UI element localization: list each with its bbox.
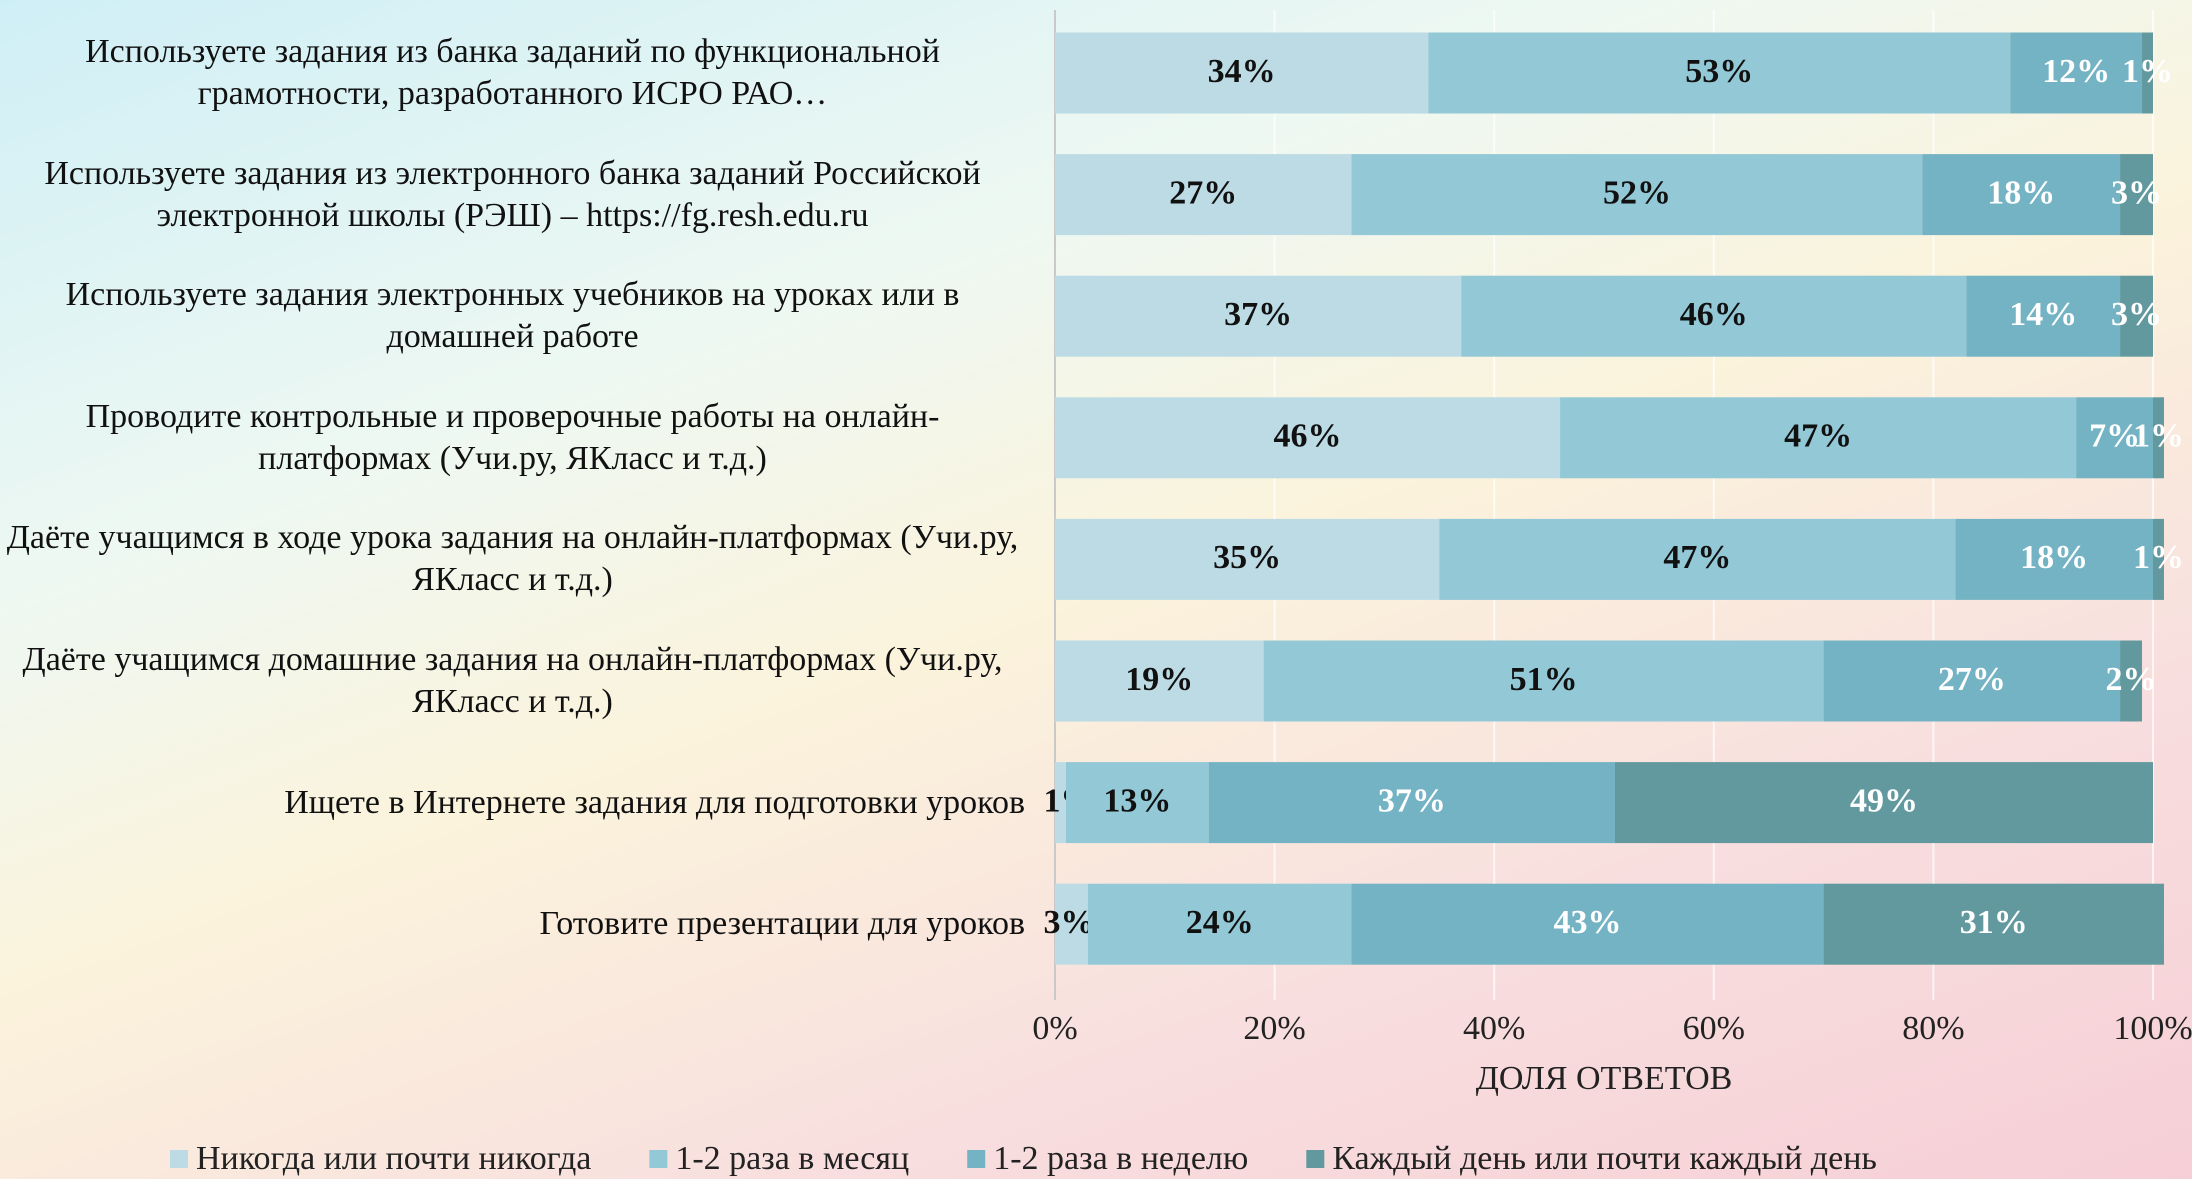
- bar-segment: [2153, 397, 2164, 479]
- category-text: Готовите презентации для уроков: [539, 905, 1025, 943]
- legend-label: 1-2 раза в неделю: [993, 1140, 1248, 1177]
- data-label: 37%: [1378, 782, 1446, 819]
- bar-segment: [2120, 154, 2153, 236]
- data-label: 1%: [2133, 418, 2184, 455]
- bar-segment: [1208, 762, 1615, 844]
- category-text: Ищете в Интернете задания для подготовки…: [284, 783, 1025, 821]
- legend-label: 1-2 раза в месяц: [675, 1140, 909, 1177]
- data-label: 13%: [1103, 782, 1171, 819]
- bar-segment: [1263, 640, 1824, 722]
- bar-segment: [1823, 640, 2121, 722]
- bar-segment: [1966, 275, 2121, 357]
- category-label: Готовите презентации для уроков: [0, 903, 1025, 945]
- legend-label: Никогда или почти никогда: [196, 1140, 591, 1177]
- category-text: Проводите контрольные и проверочные рабо…: [85, 397, 940, 477]
- data-label: 37%: [1224, 296, 1292, 333]
- bar-segment: [1087, 883, 1352, 965]
- data-label: 35%: [1213, 539, 1281, 576]
- category-text: Даёте учащимся домашние задания на онлай…: [22, 641, 1003, 720]
- category-label: Даёте учащимся в ходе урока задания на о…: [0, 517, 1025, 601]
- data-label: 47%: [1663, 539, 1731, 576]
- data-label: 2%: [2106, 661, 2157, 698]
- data-label: 14%: [2009, 296, 2077, 333]
- data-label: 49%: [1850, 782, 1918, 819]
- legend-swatch: [649, 1150, 668, 1168]
- data-label: 47%: [1784, 418, 1852, 455]
- data-label: 46%: [1274, 418, 1342, 455]
- data-label: 31%: [1960, 904, 2028, 941]
- bar-segment: [1055, 883, 1088, 965]
- data-label: 18%: [1987, 174, 2055, 211]
- data-label: 12%: [2042, 53, 2110, 90]
- data-label: 3%: [1044, 904, 1095, 941]
- bar-segment: [1055, 32, 1429, 114]
- data-label: 34%: [1208, 53, 1276, 90]
- legend-label: Каждый день или почти каждый день: [1332, 1140, 1877, 1177]
- category-label: Проводите контрольные и проверочные рабо…: [0, 396, 1025, 480]
- bar-segment: [1055, 640, 1264, 722]
- data-label: 3%: [2111, 174, 2162, 211]
- data-label: 1%: [2122, 53, 2173, 90]
- data-label: 24%: [1186, 904, 1254, 941]
- category-label: Ищете в Интернете задания для подготовки…: [0, 782, 1025, 824]
- x-axis-title: ДОЛЯ ОТВЕТОВ: [1476, 1060, 1733, 1097]
- bar-segment: [2076, 397, 2153, 479]
- data-label: 19%: [1125, 661, 1193, 698]
- data-label: 53%: [1685, 53, 1753, 90]
- legend-swatch: [967, 1150, 986, 1168]
- bar-segment: [1055, 518, 1440, 600]
- bar-segment: [1560, 397, 2077, 479]
- bar-segment: [2120, 275, 2153, 357]
- bar-segment: [1823, 883, 2164, 965]
- bar-segment: [1055, 397, 1561, 479]
- data-label: 27%: [1169, 174, 1237, 211]
- category-label: Используете задания из электронного банк…: [0, 153, 1025, 237]
- bar-segment: [1351, 154, 1923, 236]
- data-label: 46%: [1680, 296, 1748, 333]
- legend-swatch: [170, 1150, 188, 1168]
- x-tick-label: 80%: [1902, 1010, 1964, 1047]
- bar-segment: [1065, 762, 1209, 844]
- data-label: 7%: [2089, 418, 2140, 455]
- bar-segment: [2120, 640, 2143, 722]
- bar-segment: [2010, 32, 2143, 114]
- data-label: 51%: [1510, 661, 1578, 698]
- data-label: 3%: [2111, 296, 2162, 333]
- bar-segment: [2153, 518, 2164, 600]
- category-label: Используете задания электронных учебнико…: [0, 274, 1025, 358]
- bar-segment: [1428, 32, 2011, 114]
- category-label: Используете задания из банка заданий по …: [0, 31, 1025, 115]
- bar-segment: [1055, 762, 1066, 844]
- bar-segment: [1351, 883, 1824, 965]
- bar-segment: [1055, 154, 1352, 236]
- x-tick-label: 0%: [1032, 1010, 1077, 1047]
- bar-segment: [1614, 762, 2153, 844]
- bar-segment: [1055, 275, 1462, 357]
- x-tick-label: 40%: [1463, 1010, 1525, 1047]
- x-tick-label: 100%: [2113, 1010, 2192, 1047]
- category-text: Используете задания электронных учебнико…: [65, 276, 960, 356]
- x-tick-label: 20%: [1243, 1010, 1305, 1047]
- bar-segment: [1955, 518, 2153, 600]
- bar-segment: [1439, 518, 1956, 600]
- category-text: Используете задания из банка заданий по …: [85, 33, 940, 112]
- data-label: 52%: [1603, 174, 1671, 211]
- data-label: 27%: [1938, 661, 2006, 698]
- category-text: Даёте учащимся в ходе урока задания на о…: [6, 519, 1019, 599]
- category-text: Используете задания из электронного банк…: [44, 154, 981, 234]
- bar-segment: [2142, 32, 2153, 114]
- data-label: 43%: [1554, 904, 1622, 941]
- bar-segment: [1922, 154, 2121, 236]
- data-label: 18%: [2020, 539, 2088, 576]
- data-label: 1%: [2133, 539, 2184, 576]
- bar-segment: [1461, 275, 1967, 357]
- x-tick-label: 60%: [1683, 1010, 1745, 1047]
- legend-swatch: [1306, 1150, 1325, 1168]
- category-label: Даёте учащимся домашние задания на онлай…: [0, 639, 1025, 723]
